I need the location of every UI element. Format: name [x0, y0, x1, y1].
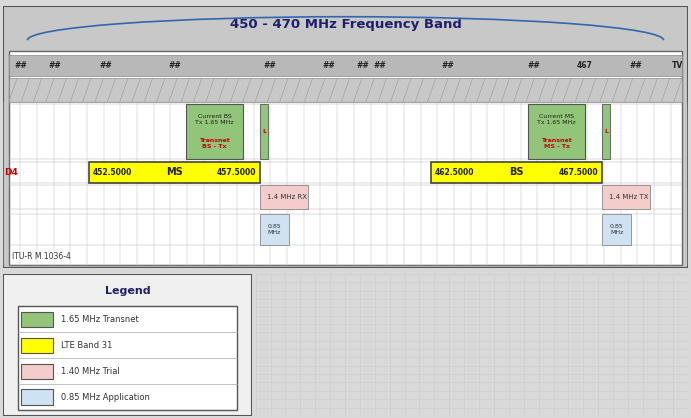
Text: Transnet
BS - Tx: Transnet BS - Tx — [199, 138, 230, 149]
Bar — [9, 51, 682, 265]
Bar — [89, 162, 260, 183]
Text: Current BS
Tx 1.65 MHz: Current BS Tx 1.65 MHz — [196, 114, 234, 125]
Text: Legend: Legend — [105, 286, 151, 296]
Text: L: L — [604, 129, 608, 134]
Text: 1.65 MHz Transnet: 1.65 MHz Transnet — [61, 315, 138, 324]
Text: ##: ## — [100, 61, 113, 69]
Text: ##: ## — [527, 61, 540, 69]
Bar — [260, 185, 308, 209]
Text: 450 - 470 MHz Frequency Band: 450 - 470 MHz Frequency Band — [229, 18, 462, 31]
Text: ##: ## — [373, 61, 386, 69]
Text: 1.4 MHz TX: 1.4 MHz TX — [609, 194, 649, 200]
Bar — [19, 306, 237, 410]
Bar — [602, 214, 631, 245]
Text: L: L — [262, 129, 266, 134]
Bar — [431, 162, 602, 183]
Bar — [21, 390, 53, 405]
Text: Transnet
MS - Tx: Transnet MS - Tx — [541, 138, 572, 149]
Text: MS: MS — [166, 167, 183, 177]
Text: ##: ## — [630, 61, 643, 69]
Text: ITU-R M.1036-4: ITU-R M.1036-4 — [12, 252, 70, 261]
Text: ##: ## — [48, 61, 61, 69]
Text: ##: ## — [15, 61, 27, 69]
Bar — [602, 104, 610, 159]
Text: D4: D4 — [4, 168, 18, 177]
Bar — [21, 312, 53, 327]
Text: TV: TV — [672, 61, 683, 69]
Bar — [602, 185, 650, 209]
Bar — [260, 214, 289, 245]
Text: 0.85
MHz: 0.85 MHz — [267, 224, 281, 235]
Text: ##: ## — [357, 61, 369, 69]
Text: LTE Band 31: LTE Band 31 — [61, 341, 112, 350]
Text: 1.40 MHz Trial: 1.40 MHz Trial — [61, 367, 120, 376]
Bar — [21, 338, 53, 353]
Text: BS: BS — [509, 167, 524, 177]
Bar — [9, 55, 682, 76]
Text: ##: ## — [322, 61, 334, 69]
Text: 0.85
MHz: 0.85 MHz — [609, 224, 623, 235]
Text: ##: ## — [442, 61, 455, 69]
Text: 452.5000: 452.5000 — [93, 168, 132, 177]
Text: Current MS
Tx 1.65 MHz: Current MS Tx 1.65 MHz — [538, 114, 576, 125]
Text: ##: ## — [264, 61, 276, 69]
Text: 0.85 MHz Application: 0.85 MHz Application — [61, 393, 149, 402]
Text: 467.5000: 467.5000 — [559, 168, 598, 177]
Bar — [529, 104, 585, 159]
Bar — [9, 78, 682, 102]
Text: 457.5000: 457.5000 — [217, 168, 256, 177]
Text: 462.5000: 462.5000 — [435, 168, 474, 177]
Text: ##: ## — [168, 61, 181, 69]
Bar — [21, 364, 53, 379]
Bar — [187, 104, 243, 159]
Text: 1.4 MHz RX: 1.4 MHz RX — [267, 194, 307, 200]
Bar — [260, 104, 268, 159]
Text: 467: 467 — [577, 61, 593, 69]
